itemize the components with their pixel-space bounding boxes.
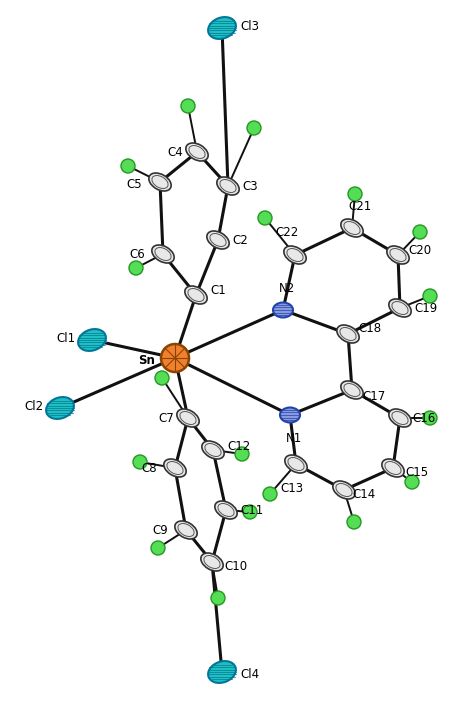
Circle shape bbox=[181, 99, 195, 113]
Ellipse shape bbox=[280, 407, 300, 423]
Ellipse shape bbox=[186, 143, 208, 161]
Ellipse shape bbox=[207, 231, 229, 249]
Ellipse shape bbox=[208, 17, 236, 39]
Circle shape bbox=[155, 371, 169, 385]
Ellipse shape bbox=[175, 521, 197, 539]
Text: C20: C20 bbox=[409, 244, 431, 258]
Ellipse shape bbox=[285, 455, 307, 473]
Ellipse shape bbox=[387, 246, 409, 264]
Text: N1: N1 bbox=[286, 432, 302, 446]
Text: C21: C21 bbox=[348, 199, 372, 213]
Circle shape bbox=[129, 261, 143, 275]
Text: C7: C7 bbox=[158, 411, 174, 425]
Text: C12: C12 bbox=[228, 439, 251, 453]
Circle shape bbox=[258, 211, 272, 225]
Text: C6: C6 bbox=[129, 248, 145, 260]
Text: C22: C22 bbox=[275, 227, 299, 239]
Circle shape bbox=[161, 344, 189, 372]
Ellipse shape bbox=[389, 299, 411, 317]
Text: N2: N2 bbox=[279, 282, 295, 295]
Ellipse shape bbox=[333, 481, 355, 499]
Text: C10: C10 bbox=[224, 559, 247, 573]
Ellipse shape bbox=[217, 177, 239, 195]
Ellipse shape bbox=[201, 553, 223, 571]
Text: C15: C15 bbox=[405, 465, 428, 479]
Circle shape bbox=[121, 159, 135, 173]
Text: Cl2: Cl2 bbox=[25, 399, 44, 413]
Text: C14: C14 bbox=[352, 487, 375, 501]
Ellipse shape bbox=[78, 329, 106, 351]
Ellipse shape bbox=[273, 303, 293, 317]
Circle shape bbox=[263, 487, 277, 501]
Circle shape bbox=[243, 505, 257, 519]
Circle shape bbox=[423, 411, 437, 425]
Text: C17: C17 bbox=[363, 390, 386, 402]
Circle shape bbox=[151, 541, 165, 555]
Text: C2: C2 bbox=[232, 234, 248, 246]
Circle shape bbox=[235, 447, 249, 461]
Circle shape bbox=[405, 475, 419, 489]
Ellipse shape bbox=[382, 459, 404, 477]
Ellipse shape bbox=[164, 459, 186, 477]
Text: C16: C16 bbox=[412, 411, 436, 425]
Ellipse shape bbox=[149, 173, 171, 191]
Circle shape bbox=[211, 591, 225, 605]
Ellipse shape bbox=[341, 219, 363, 237]
Text: Cl1: Cl1 bbox=[56, 331, 75, 345]
Ellipse shape bbox=[389, 409, 411, 427]
Text: Sn: Sn bbox=[138, 354, 155, 366]
Ellipse shape bbox=[215, 501, 237, 519]
Ellipse shape bbox=[185, 286, 207, 304]
Ellipse shape bbox=[202, 441, 224, 459]
Text: Cl4: Cl4 bbox=[240, 668, 260, 680]
Ellipse shape bbox=[46, 397, 74, 419]
Text: C5: C5 bbox=[126, 178, 142, 190]
Text: C9: C9 bbox=[152, 524, 168, 536]
Text: C18: C18 bbox=[358, 322, 382, 334]
Ellipse shape bbox=[177, 409, 199, 427]
Circle shape bbox=[347, 515, 361, 529]
Ellipse shape bbox=[208, 661, 236, 683]
Ellipse shape bbox=[337, 325, 359, 343]
Text: C8: C8 bbox=[141, 461, 157, 475]
Text: C19: C19 bbox=[414, 301, 438, 314]
Circle shape bbox=[423, 289, 437, 303]
Text: C13: C13 bbox=[281, 482, 303, 494]
Circle shape bbox=[348, 187, 362, 201]
Text: C1: C1 bbox=[210, 284, 226, 298]
Ellipse shape bbox=[341, 381, 363, 399]
Circle shape bbox=[133, 455, 147, 469]
Text: C4: C4 bbox=[167, 145, 183, 159]
Text: C3: C3 bbox=[242, 180, 258, 192]
Ellipse shape bbox=[284, 246, 306, 264]
Circle shape bbox=[413, 225, 427, 239]
Ellipse shape bbox=[152, 245, 174, 263]
Circle shape bbox=[247, 121, 261, 135]
Text: C11: C11 bbox=[240, 503, 264, 517]
Text: Cl3: Cl3 bbox=[240, 20, 259, 32]
